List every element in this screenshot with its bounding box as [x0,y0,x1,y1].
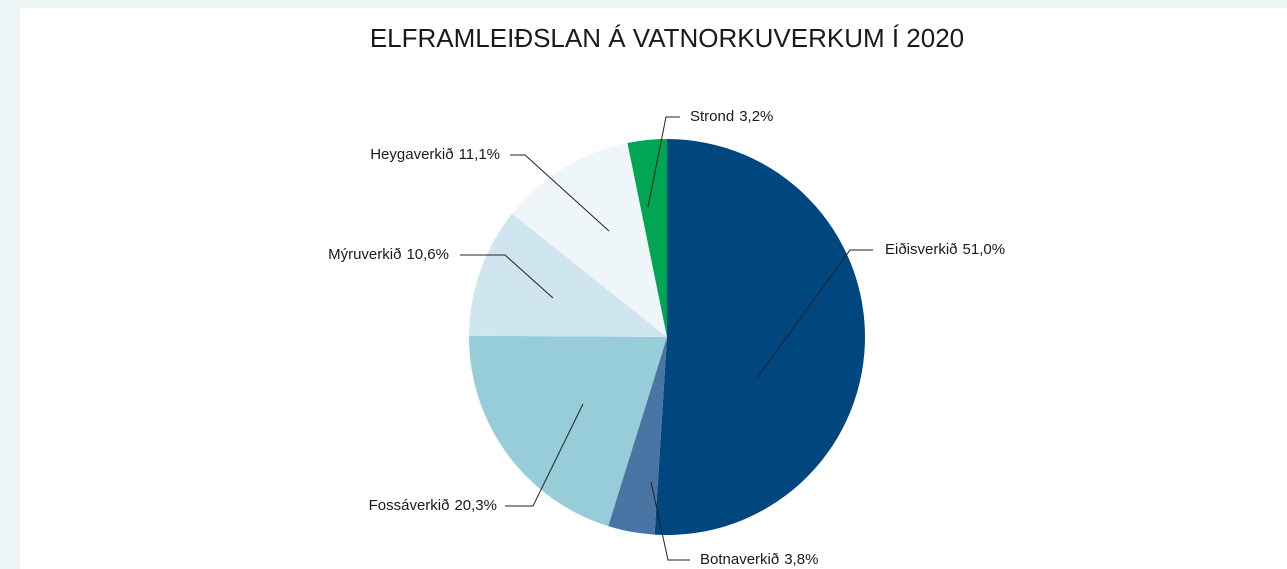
leader-line [756,249,873,379]
slice-name: Botnaverkið [700,551,779,568]
slice-value: 10,6% [406,246,449,263]
slice-name: Heygaverkið [370,146,453,163]
pie-slice [468,335,667,527]
pie-slice [469,213,667,337]
slice-value: 11,1% [459,146,500,163]
pie-slice [512,142,667,337]
slice-name: Strond [690,108,734,125]
slice-value: 20,3% [454,497,497,514]
slice-label: Fossáverkið 20,3% [369,497,497,514]
slice-name: Mýruverkið [328,246,401,263]
leader-line [650,481,690,561]
pie-slice [608,337,667,535]
slice-value: 3,2% [739,108,773,125]
slice-value: 51,0% [963,241,1006,258]
slice-label: Eiðisverkið 51,0% [885,241,1005,258]
slice-name: Fossáverkið [369,497,450,514]
leader-line [510,154,610,232]
slice-label: Heygaverkið 11,1% [370,146,500,163]
slice-label: Strond 3,2% [690,108,773,125]
leader-line [505,403,584,507]
slice-label: Botnaverkið 3,8% [700,551,818,568]
pie-slice [627,139,667,337]
pie-slice [654,139,865,535]
slice-label: Mýruverkið 10,6% [328,246,449,263]
slice-value: 3,8% [784,551,818,568]
slice-name: Eiðisverkið [885,241,958,258]
chart-title: ELFRAMLEIÐSLAN Á VATNORKUVERKUM Í 2020 [370,23,964,53]
leader-line [647,116,680,208]
leader-line [460,254,554,299]
